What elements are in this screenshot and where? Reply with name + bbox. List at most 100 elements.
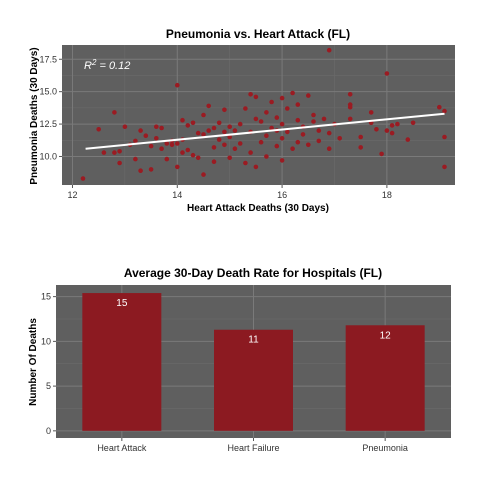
scatter-point — [190, 152, 196, 158]
bar-y-tick-label: 0 — [46, 426, 51, 436]
scatter-point — [216, 120, 222, 126]
scatter-point — [201, 112, 206, 118]
scatter-point — [237, 121, 243, 127]
scatter-point — [279, 158, 285, 163]
scatter-point — [117, 160, 122, 166]
scatter-point — [195, 155, 201, 161]
scatter-point — [368, 110, 374, 115]
scatter-point — [243, 106, 248, 111]
scatter-y-tick-label: 17.5 — [39, 54, 57, 64]
scatter-point — [248, 150, 253, 155]
scatter-y-tick-label: 15.0 — [39, 87, 57, 97]
scatter-y-tick-label: 10.0 — [39, 151, 57, 161]
r-squared-letter: R — [84, 60, 92, 72]
scatter-point — [159, 146, 164, 151]
scatter-title: Pneumonia vs. Heart Attack (FL) — [166, 27, 350, 41]
scatter-point — [379, 151, 384, 157]
scatter-point — [253, 116, 259, 122]
scatter-point — [175, 141, 180, 146]
scatter-point — [138, 168, 143, 173]
scatter-point — [264, 154, 269, 159]
scatter-point — [395, 121, 400, 127]
scatter-point — [164, 141, 170, 146]
scatter-point — [258, 119, 264, 124]
scatter-point — [285, 129, 290, 135]
scatter-points — [80, 47, 447, 181]
bar-y-ticks: 0 5 10 15 — [41, 292, 56, 436]
bar-data-label: 12 — [380, 330, 392, 341]
scatter-point — [122, 124, 128, 129]
scatter-point — [374, 127, 379, 132]
bar-x-ticks: Heart Attack Heart Failure Pneumonia — [97, 438, 408, 453]
scatter-point — [405, 137, 411, 142]
scatter-point — [442, 134, 447, 140]
scatter-point — [442, 164, 447, 170]
bar-data-label: 11 — [248, 335, 259, 346]
scatter-point — [384, 128, 390, 133]
scatter-x-tick-label: 14 — [172, 190, 182, 200]
scatter-x-tick-label: 16 — [277, 190, 287, 200]
scatter-point — [169, 142, 175, 148]
scatter-chart: Pneumonia vs. Heart Attack (FL) R2 = 0.1… — [29, 27, 455, 214]
scatter-point — [143, 133, 149, 138]
scatter-point — [227, 124, 232, 129]
bar — [82, 293, 162, 431]
scatter-point — [133, 156, 138, 162]
bar-category-label: Heart Failure — [227, 443, 279, 453]
scatter-y-tick-label: 12.5 — [39, 119, 57, 129]
scatter-point — [133, 138, 138, 144]
scatter-point — [258, 139, 264, 145]
scatter-point — [295, 102, 301, 107]
scatter-point — [347, 104, 353, 110]
scatter-point — [211, 145, 217, 150]
scatter-point — [384, 71, 390, 76]
scatter-point — [96, 127, 101, 132]
scatter-point — [269, 99, 274, 105]
scatter-point — [437, 104, 442, 110]
scatter-point — [253, 94, 259, 100]
scatter-point — [216, 137, 222, 142]
scatter-point — [211, 125, 217, 131]
scatter-point — [295, 117, 301, 123]
scatter-x-ticks: 12 14 16 18 — [67, 185, 392, 200]
bar-y-tick-label: 15 — [41, 292, 51, 302]
scatter-point — [295, 139, 301, 145]
bar-y-tick-label: 5 — [46, 381, 51, 391]
scatter-point — [101, 150, 107, 155]
scatter-point — [253, 164, 259, 170]
scatter-point — [154, 136, 159, 141]
scatter-point — [442, 108, 447, 114]
scatter-point — [316, 128, 322, 133]
scatter-point — [279, 121, 285, 127]
scatter-point — [326, 47, 332, 53]
scatter-point — [248, 92, 253, 97]
bar — [214, 329, 293, 431]
scatter-point — [279, 95, 285, 101]
scatter-point — [148, 167, 154, 172]
scatter-point — [326, 146, 332, 151]
scatter-x-tick-label: 18 — [382, 190, 392, 200]
scatter-point — [180, 117, 185, 123]
scatter-x-axis-title: Heart Attack Deaths (30 Days) — [187, 203, 329, 214]
scatter-point — [311, 112, 316, 118]
r-squared-exponent: 2 — [91, 58, 97, 67]
scatter-point — [190, 120, 196, 126]
bar-data-labels: 15 11 12 — [116, 298, 391, 346]
bars — [82, 293, 425, 431]
scatter-point — [290, 90, 295, 96]
scatter-point — [148, 143, 154, 149]
scatter-y-axis-title: Pneumonia Deaths (30 Days) — [29, 47, 40, 184]
scatter-trend-line — [85, 112, 445, 150]
scatter-point — [112, 150, 117, 155]
scatter-point — [306, 93, 311, 98]
scatter-point — [243, 160, 248, 166]
scatter-point — [389, 123, 395, 128]
scatter-point — [185, 147, 191, 153]
scatter-point — [274, 143, 280, 149]
scatter-point — [185, 123, 191, 128]
scatter-point — [222, 107, 227, 113]
scatter-point — [112, 110, 117, 115]
scatter-point — [410, 120, 416, 126]
scatter-point — [227, 155, 232, 161]
